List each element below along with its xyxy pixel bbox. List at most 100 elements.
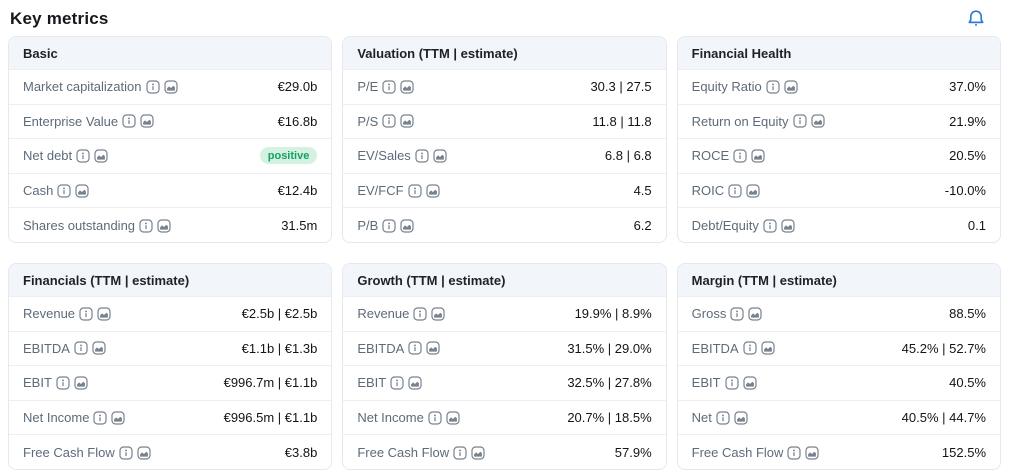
metric-value: 21.9%	[949, 113, 986, 129]
info-icon[interactable]	[733, 149, 747, 163]
info-icon[interactable]	[79, 307, 93, 321]
metric-row: Market capitalization €29.0b	[9, 70, 332, 105]
metric-label: EBITDA	[23, 340, 70, 356]
chart-popup-icon[interactable]	[94, 149, 108, 163]
info-icon[interactable]	[56, 376, 70, 390]
info-icon[interactable]	[792, 114, 807, 128]
metric-label-group: EBIT	[357, 375, 422, 390]
info-icon[interactable]	[382, 219, 396, 233]
info-icon[interactable]	[382, 114, 396, 128]
info-icon[interactable]	[57, 183, 71, 198]
metric-label-group: P/E	[357, 79, 414, 94]
card-rows: Market capitalization €29.0b Enterprise …	[9, 70, 332, 242]
chart-popup-icon[interactable]	[400, 80, 414, 94]
chart-popup-icon[interactable]	[471, 446, 485, 460]
card-title: Margin (TTM | estimate)	[691, 272, 837, 288]
info-icon[interactable]	[119, 446, 133, 460]
metric-value: 57.9%	[614, 445, 652, 461]
metric-row: P/S 11.8 | 11.8	[343, 105, 666, 140]
metric-label: EBIT	[23, 375, 52, 391]
info-icon[interactable]	[413, 307, 427, 321]
metric-label: Enterprise Value	[23, 113, 119, 129]
metric-label-group: P/B	[357, 218, 414, 233]
chart-popup-icon[interactable]	[140, 114, 154, 128]
card-header: Financial Health	[677, 37, 1000, 70]
chart-popup-icon[interactable]	[761, 341, 775, 355]
info-icon[interactable]	[724, 376, 739, 390]
metric-value: €1.1b | €1.3b	[241, 340, 318, 356]
chart-popup-icon[interactable]	[748, 307, 762, 321]
info-icon[interactable]	[139, 219, 153, 233]
card-title: Growth (TTM | estimate)	[357, 272, 506, 288]
metric-row: Shares outstanding 31.5m	[9, 208, 331, 242]
chart-popup-icon[interactable]	[163, 80, 178, 94]
chart-popup-icon[interactable]	[433, 149, 447, 163]
info-icon[interactable]	[730, 307, 744, 321]
metric-label: EBITDA	[691, 340, 739, 356]
info-icon[interactable]	[390, 376, 404, 390]
chart-popup-icon[interactable]	[97, 307, 111, 321]
metric-label-group: Net	[692, 410, 748, 425]
metric-label: EBIT	[691, 375, 721, 391]
chart-popup-icon[interactable]	[746, 183, 760, 198]
notification-bell-icon[interactable]	[965, 8, 987, 30]
metric-value: 19.9% | 8.9%	[574, 306, 652, 322]
info-icon[interactable]	[787, 446, 802, 460]
metric-row: Net 40.5% | 44.7%	[677, 401, 1000, 436]
info-icon[interactable]	[74, 341, 88, 355]
chart-popup-icon[interactable]	[805, 446, 820, 460]
metrics-card: Growth (TTM | estimate) Revenue 19.9% | …	[342, 263, 667, 470]
chart-popup-icon[interactable]	[446, 410, 460, 425]
metric-row: Enterprise Value €16.8b	[9, 105, 332, 140]
info-icon[interactable]	[453, 446, 467, 460]
info-icon[interactable]	[382, 80, 396, 94]
chart-popup-icon[interactable]	[74, 376, 88, 390]
chart-popup-icon[interactable]	[425, 183, 440, 198]
chart-popup-icon[interactable]	[784, 80, 798, 94]
chart-popup-icon[interactable]	[400, 114, 414, 128]
info-icon[interactable]	[93, 410, 108, 425]
chart-popup-icon[interactable]	[734, 410, 748, 425]
metric-row: EV/Sales 6.8 | 6.8	[343, 139, 666, 174]
chart-popup-icon[interactable]	[408, 376, 422, 390]
info-icon[interactable]	[122, 114, 136, 128]
chart-popup-icon[interactable]	[157, 219, 171, 233]
card-header: Basic	[9, 37, 332, 70]
metric-label: Debt/Equity	[691, 218, 759, 234]
info-icon[interactable]	[407, 183, 422, 198]
info-icon[interactable]	[743, 341, 757, 355]
chart-popup-icon[interactable]	[781, 219, 795, 233]
info-icon[interactable]	[76, 149, 90, 163]
chart-popup-icon[interactable]	[742, 376, 757, 390]
info-icon[interactable]	[408, 341, 422, 355]
metric-label-group: EV/FCF	[357, 183, 440, 198]
card-title: Financial Health	[691, 45, 792, 61]
chart-popup-icon[interactable]	[400, 219, 414, 233]
chart-popup-icon[interactable]	[751, 149, 765, 163]
metric-row: Cash €12.4b	[9, 174, 332, 209]
chart-popup-icon[interactable]	[92, 341, 106, 355]
card-rows: Gross 88.5% EBITDA	[677, 297, 1000, 469]
chart-popup-icon[interactable]	[137, 446, 151, 460]
metric-label: Free Cash Flow	[691, 445, 784, 461]
metric-row: Revenue €2.5b | €2.5b	[9, 297, 332, 332]
metric-label-group: Revenue	[357, 306, 445, 321]
info-icon[interactable]	[428, 410, 442, 425]
key-metrics-grid: Basic Market capitalization €29.0b	[8, 36, 1001, 470]
chart-popup-icon[interactable]	[810, 114, 825, 128]
chart-popup-icon[interactable]	[426, 341, 440, 355]
metric-value: 31.5m	[281, 218, 318, 234]
info-icon[interactable]	[766, 80, 780, 94]
card-header: Valuation (TTM | estimate)	[343, 37, 666, 70]
chart-popup-icon[interactable]	[431, 307, 445, 321]
metric-label: ROIC	[691, 183, 725, 199]
status-badge: positive	[259, 147, 318, 165]
chart-popup-icon[interactable]	[111, 410, 126, 425]
info-icon[interactable]	[145, 80, 160, 94]
info-icon[interactable]	[728, 183, 742, 198]
info-icon[interactable]	[716, 410, 730, 425]
chart-popup-icon[interactable]	[75, 183, 89, 198]
metric-label-group: Cash	[23, 183, 89, 198]
info-icon[interactable]	[415, 149, 429, 163]
info-icon[interactable]	[763, 219, 777, 233]
